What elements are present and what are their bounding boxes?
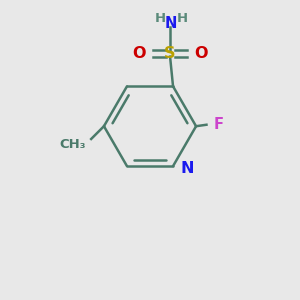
Text: H: H [176, 12, 188, 25]
Text: H: H [155, 12, 166, 25]
Text: S: S [164, 46, 176, 61]
Text: O: O [132, 46, 146, 61]
Text: N: N [165, 16, 177, 32]
Text: O: O [195, 46, 208, 61]
Text: N: N [181, 161, 194, 176]
Text: CH₃: CH₃ [60, 138, 86, 151]
Text: F: F [214, 117, 224, 132]
